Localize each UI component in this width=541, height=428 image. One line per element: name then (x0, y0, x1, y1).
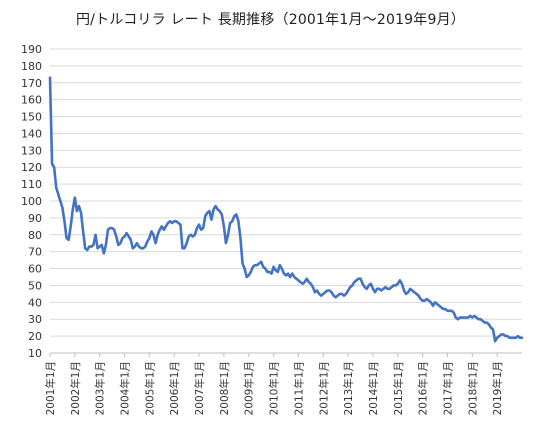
x-tick-label: 2002年1月 (69, 361, 82, 415)
x-tick-label: 2013年1月 (342, 361, 355, 415)
x-tick-label: 2017年1月 (441, 361, 454, 415)
y-tick-label: 40 (28, 296, 42, 309)
y-axis-ticks: 10 20 30 40 50 60 70 80 90 100 110 120 130 140 150 160 1… (21, 43, 42, 360)
x-tick-label: 2007年1月 (193, 361, 206, 415)
chart-title: 円/トルコリラ レート 長期推移（2001年1月～2019年9月） (75, 12, 465, 28)
series-line (48, 76, 524, 343)
x-tick-label: 2019年1月 (491, 361, 504, 415)
x-tick-label: 2003年1月 (94, 361, 107, 415)
y-tick-label: 70 (28, 246, 42, 259)
y-tick-label: 150 (21, 111, 42, 124)
y-tick-label: 140 (21, 127, 42, 140)
x-tick-label: 2005年1月 (143, 361, 156, 415)
y-tick-label: 180 (21, 60, 42, 73)
y-tick-label: 10 (28, 347, 42, 360)
x-tick-label: 2014年1月 (367, 361, 380, 415)
y-tick-label: 160 (21, 94, 42, 107)
y-tick-label: 100 (21, 195, 42, 208)
y-tick-label: 90 (28, 212, 42, 225)
y-tick-label: 190 (21, 43, 42, 56)
x-tick-label: 2012年1月 (317, 361, 330, 415)
y-tick-label: 20 (28, 330, 42, 343)
x-tick-label: 2011年1月 (292, 361, 305, 415)
x-tick-label: 2010年1月 (268, 361, 281, 415)
y-tick-label: 170 (21, 77, 42, 90)
x-axis-ticks: 2001年1月 2002年1月 2003年1月 2004年1月 2005年1月 2006年… (44, 353, 504, 415)
x-tick-label: 2006年1月 (168, 361, 181, 415)
x-tick-label: 2004年1月 (119, 361, 132, 415)
x-tick-label: 2016年1月 (417, 361, 430, 415)
y-tick-label: 30 (28, 313, 42, 326)
y-tick-label: 120 (21, 161, 42, 174)
x-tick-label: 2009年1月 (243, 361, 256, 415)
y-tick-label: 80 (28, 229, 42, 242)
x-tick-label: 2008年1月 (218, 361, 231, 415)
y-tick-label: 130 (21, 144, 42, 157)
x-tick-label: 2001年1月 (44, 361, 57, 415)
y-tick-label: 60 (28, 263, 42, 276)
series-layer (48, 76, 524, 343)
y-tick-label: 110 (21, 178, 42, 191)
x-tick-label: 2018年1月 (466, 361, 479, 415)
gridlines (50, 48, 522, 354)
x-tick-label: 2015年1月 (392, 361, 405, 415)
y-tick-label: 50 (28, 279, 42, 292)
